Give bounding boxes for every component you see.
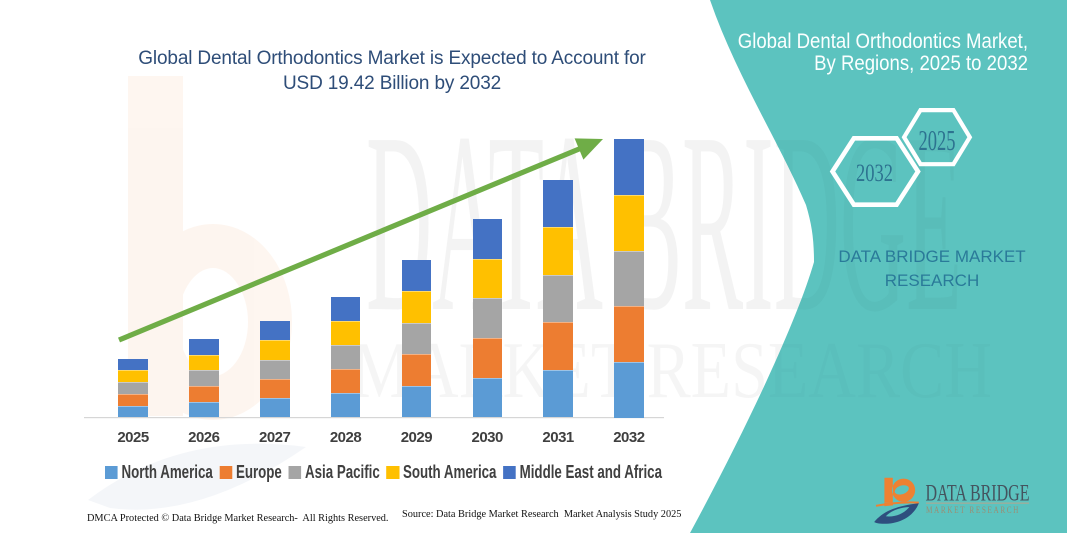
svg-text:2032: 2032 bbox=[856, 160, 893, 187]
svg-text:DATA BRIDGE: DATA BRIDGE bbox=[926, 481, 1030, 507]
svg-text:2025: 2025 bbox=[919, 126, 956, 157]
svg-text:MARKET RESEARCH: MARKET RESEARCH bbox=[926, 505, 1020, 515]
